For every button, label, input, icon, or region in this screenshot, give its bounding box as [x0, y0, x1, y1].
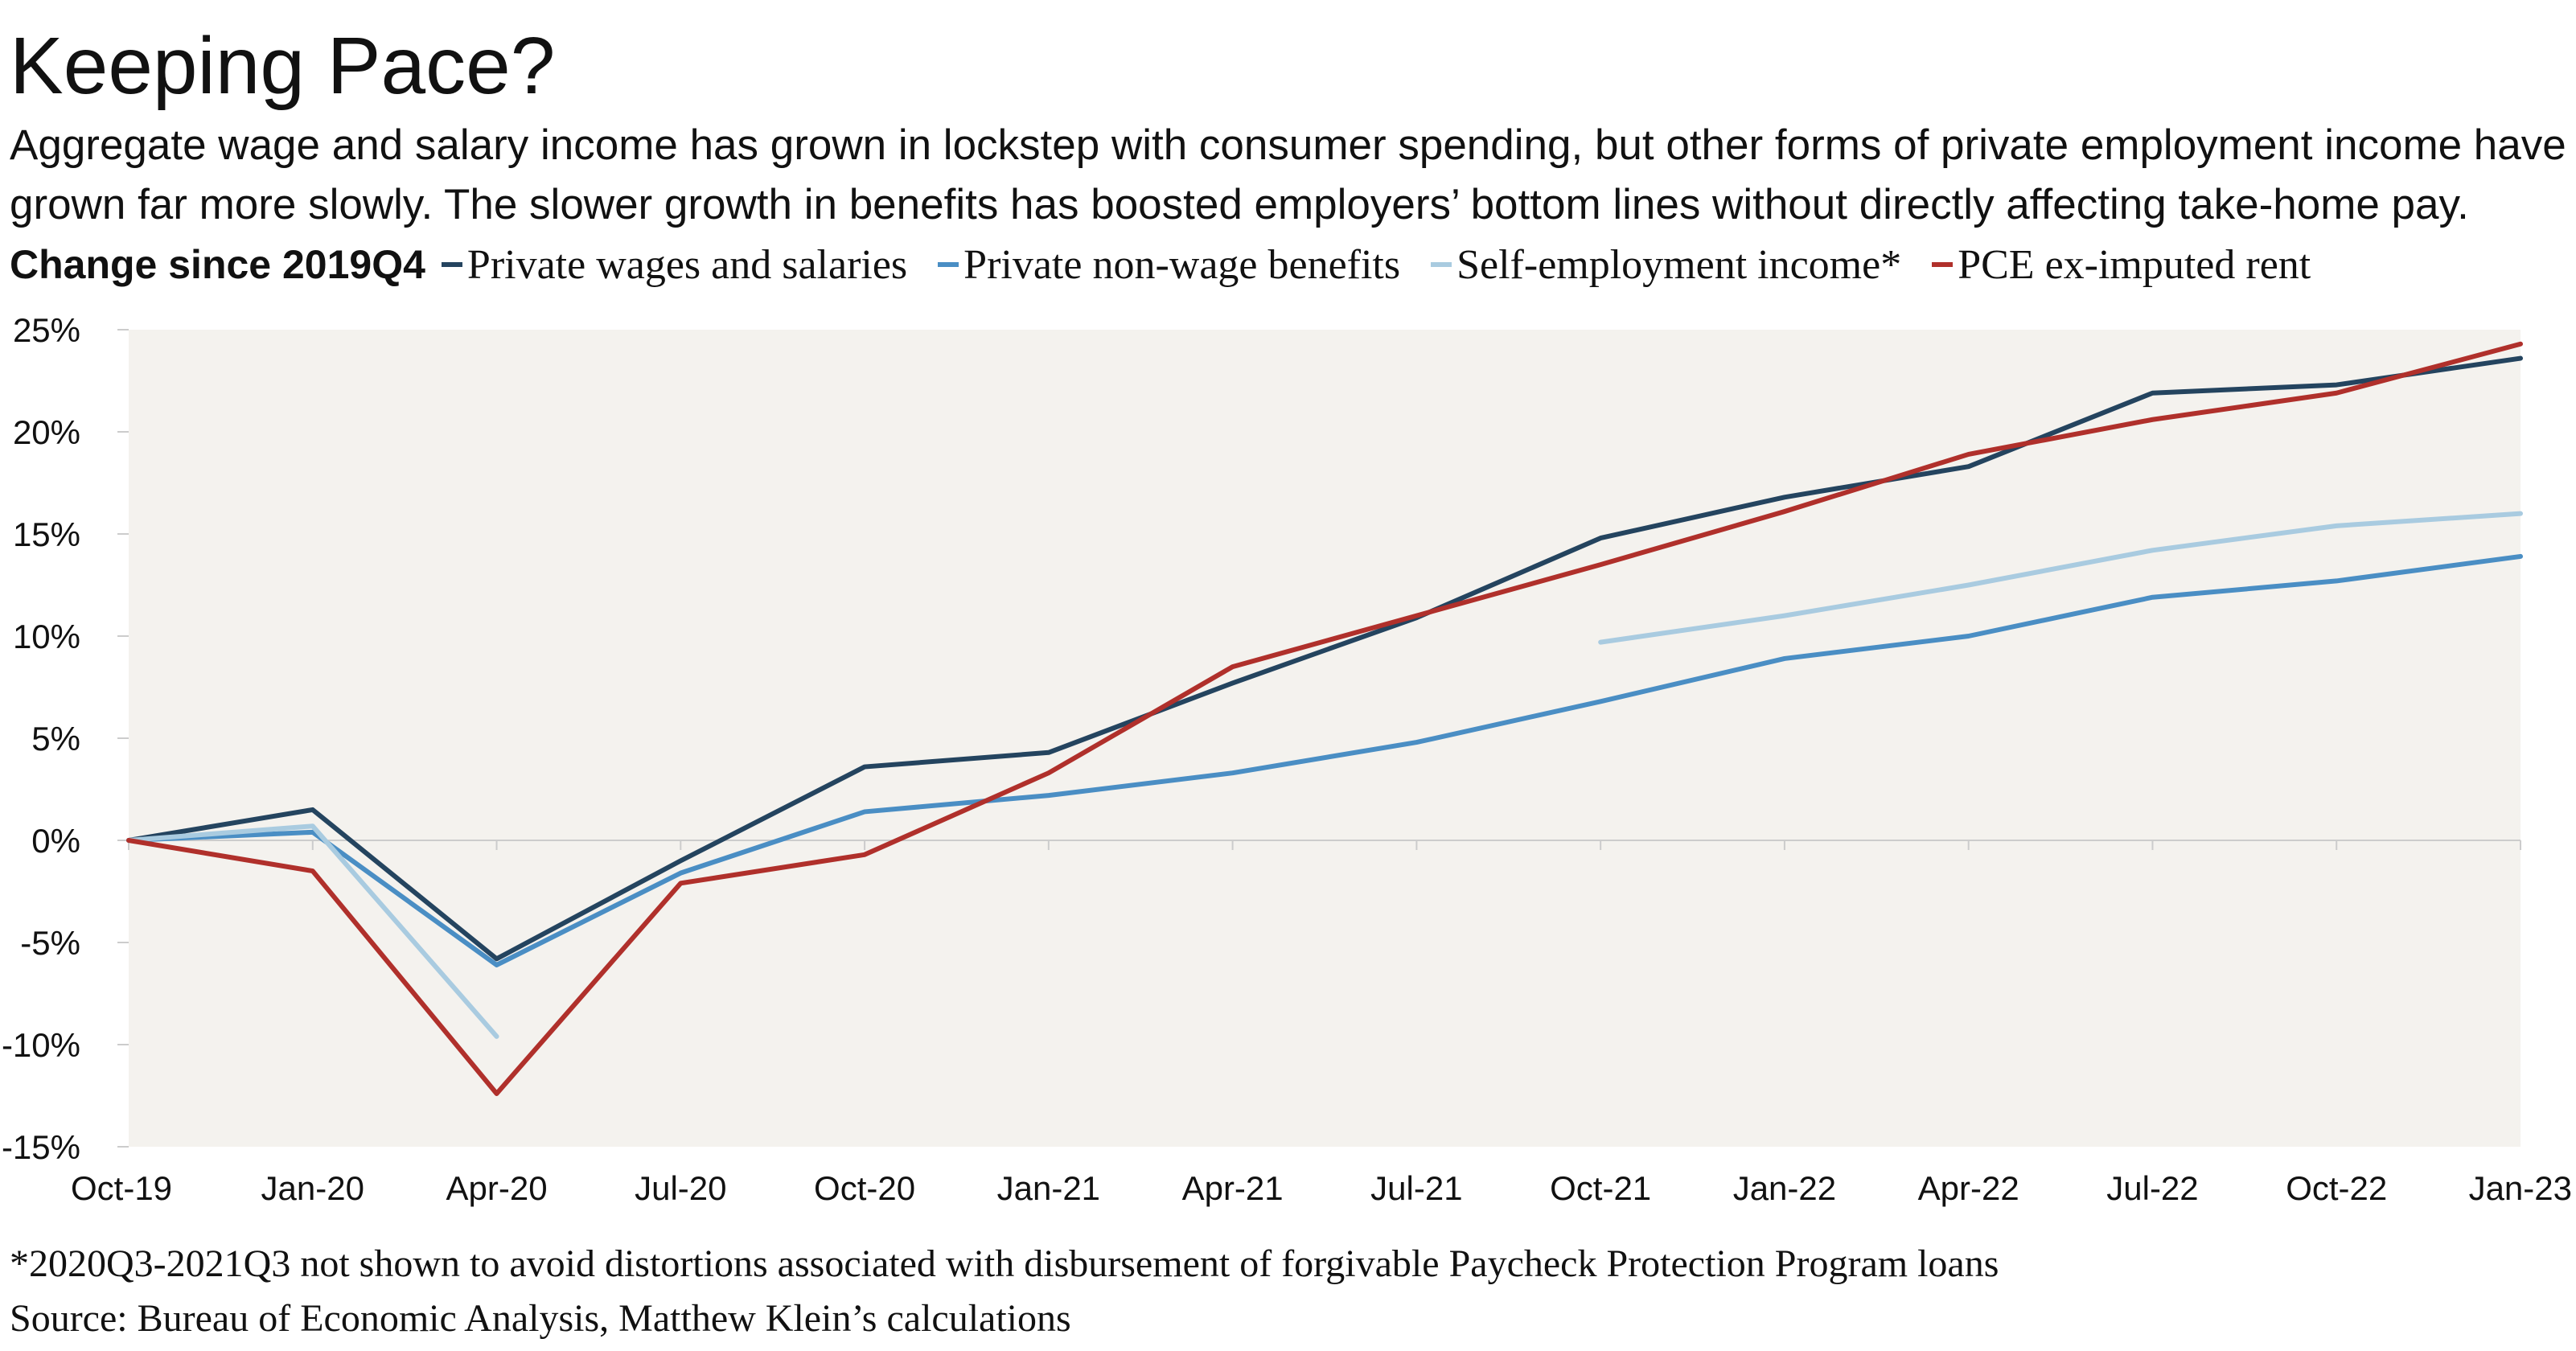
series-segment: [126, 341, 2523, 1096]
legend-label: Private non-wage benefits: [963, 241, 1401, 288]
series-line-2: [126, 511, 2523, 1039]
chart-title: Keeping Pace?: [10, 21, 556, 111]
x-tick-label: Apr-21: [1182, 1169, 1284, 1207]
y-tick-label: 15%: [13, 515, 80, 553]
legend-swatch: [938, 262, 959, 267]
y-tick-label: 20%: [13, 413, 80, 451]
y-tick-label: -15%: [2, 1128, 80, 1166]
legend-item-pce: PCE ex-imputed rent: [1932, 241, 2311, 289]
series-segment: [126, 355, 2523, 962]
legend-item-private-wages: Private wages and salaries: [441, 241, 908, 289]
x-tick-label: Oct-21: [1550, 1169, 1651, 1207]
footnote: *2020Q3-2021Q3 not shown to avoid distor…: [10, 1242, 1999, 1285]
x-tick-label: Jul-22: [2106, 1169, 2198, 1207]
series-line-0: [126, 355, 2523, 962]
y-tick-label: 0%: [31, 822, 80, 860]
series-segment: [126, 823, 499, 1039]
x-tick-label: Oct-22: [2286, 1169, 2387, 1207]
plot-area: [129, 330, 2521, 1147]
x-tick-label: Jul-21: [1370, 1169, 1462, 1207]
x-tick-label: Apr-22: [1918, 1169, 2019, 1207]
legend-swatch: [441, 262, 462, 267]
series-line-3: [126, 341, 2523, 1096]
x-tick-label: Jan-22: [1733, 1169, 1836, 1207]
legend-label: Private wages and salaries: [466, 241, 908, 288]
subtitle-line: grown far more slowly. The slower growth…: [10, 181, 2469, 228]
x-tick-label: Jan-21: [997, 1169, 1100, 1207]
x-tick-label: Jan-20: [261, 1169, 364, 1207]
legend: Change since 2019Q4 Private wages and sa…: [10, 236, 2311, 293]
series-line-1: [126, 553, 2523, 967]
x-tick-label: Apr-20: [446, 1169, 548, 1207]
x-tick-label: Jul-20: [635, 1169, 726, 1207]
legend-item-self-employment: Self-employment income*: [1431, 241, 1901, 289]
legend-title: Change since 2019Q4: [10, 242, 425, 287]
y-tick-label: 10%: [13, 618, 80, 655]
y-axis-labels: 25% 20% 15% 10% 5% 0% -5% -10% -15%: [2, 311, 129, 1166]
source-note: Source: Bureau of Economic Analysis, Mat…: [10, 1297, 1071, 1340]
x-tick-label: Jan-23: [2469, 1169, 2572, 1207]
legend-swatch: [1431, 262, 1452, 267]
chart-subtitle: Aggregate wage and salary income has gro…: [10, 116, 2567, 235]
series-segment: [126, 553, 2523, 967]
legend-item-non-wage-benefits: Private non-wage benefits: [938, 241, 1400, 289]
x-axis-labels: Oct-19 Jan-20 Apr-20 Jul-20 Oct-20 Jan-21 Apr-…: [71, 1169, 2572, 1207]
y-tick-label: -5%: [20, 924, 80, 962]
series-segment: [1598, 511, 2523, 645]
x-tick-label: Oct-19: [71, 1169, 172, 1207]
series-lines: [126, 341, 2523, 1096]
y-tick-label: 5%: [31, 720, 80, 758]
subtitle-line: Aggregate wage and salary income has gro…: [10, 121, 2566, 169]
y-tick-label: -10%: [2, 1026, 80, 1064]
x-tick-label: Oct-20: [814, 1169, 915, 1207]
line-chart: 25% 20% 15% 10% 5% 0% -5% -10% -15% Oct-19 Jan-20…: [2, 311, 2572, 1207]
x-axis-ticks: [128, 840, 2521, 850]
legend-swatch: [1932, 262, 1954, 267]
legend-label: PCE ex-imputed rent: [1958, 241, 2311, 288]
legend-label: Self-employment income*: [1456, 241, 1902, 288]
y-tick-label: 25%: [13, 311, 80, 349]
